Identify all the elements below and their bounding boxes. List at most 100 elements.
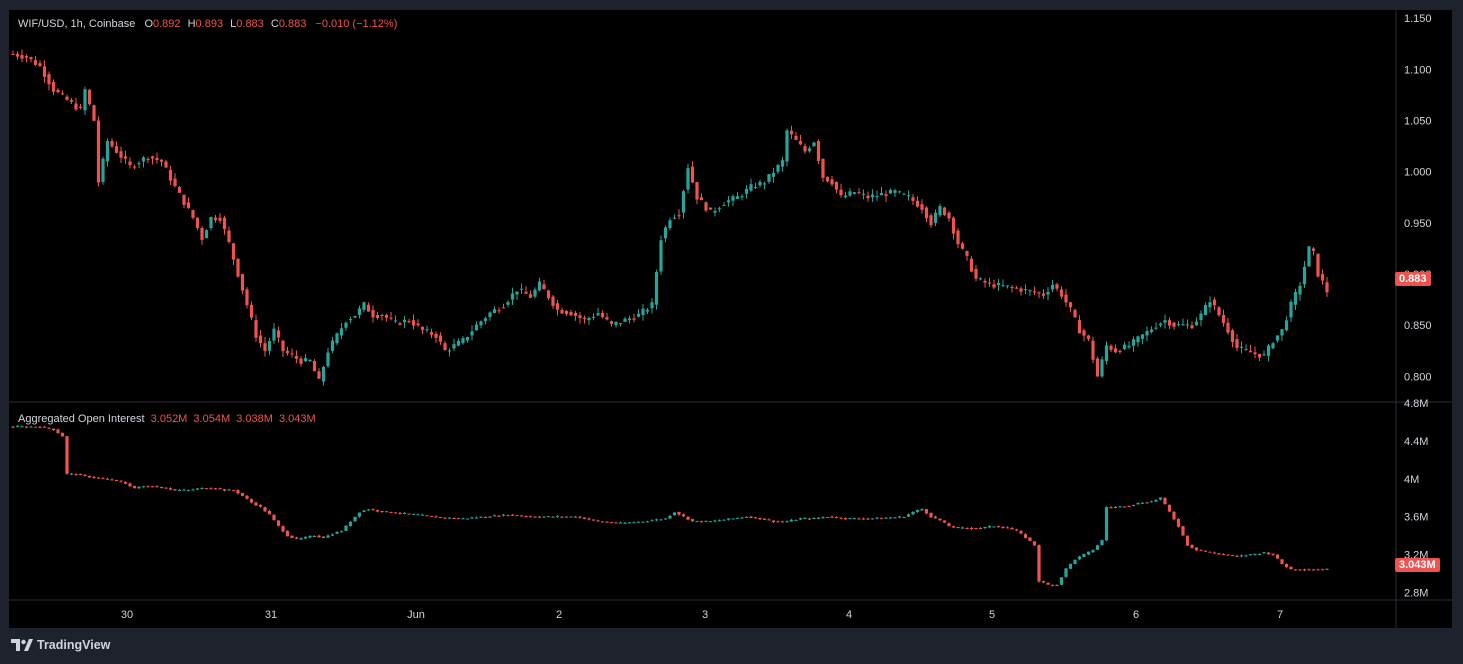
price-candle-body	[119, 151, 123, 158]
oi-candle-body	[695, 520, 699, 522]
oi-candle-body	[1194, 547, 1199, 551]
price-candle-body	[983, 280, 987, 283]
oi-candle-body	[632, 522, 636, 524]
oi-candle-body	[713, 520, 717, 522]
oi-indicator-name[interactable]: Aggregated Open Interest	[18, 413, 145, 425]
price-candle-body	[1014, 287, 1019, 289]
oi-candle-body	[51, 428, 56, 431]
price-candle-body	[1230, 330, 1235, 343]
oi-last-tag: 3.043M	[1395, 558, 1440, 572]
price-candle-body	[533, 289, 537, 297]
price-candle-body	[24, 56, 29, 58]
price-candle-body	[195, 217, 200, 229]
oi-candle-body	[591, 519, 596, 521]
oi-candle-body	[600, 521, 605, 523]
price-candle-body	[924, 207, 929, 219]
oi-candle-body	[1077, 556, 1082, 560]
price-candle-body	[519, 288, 524, 290]
price-candle-body	[1226, 322, 1230, 333]
price-candle-body	[353, 316, 357, 318]
open-value: 0.892	[153, 18, 181, 30]
oi-candle-body	[416, 514, 420, 516]
oi-candles	[11, 424, 1329, 587]
oi-candle-body	[951, 526, 956, 528]
open-label: O	[144, 18, 153, 30]
price-candles	[11, 49, 1329, 386]
price-candle-body	[618, 323, 623, 325]
price-candle-body	[843, 195, 848, 198]
price-candle-body	[326, 352, 330, 367]
price-candle-body	[1050, 284, 1055, 290]
oi-candle-body	[560, 516, 564, 518]
price-candle-body	[510, 293, 515, 300]
oi-candle-body	[947, 523, 951, 527]
price-candle-body	[87, 89, 92, 105]
chart-frame[interactable]: 1.1501.1001.0501.0000.9500.9000.8500.800…	[9, 10, 1452, 628]
price-candle-body	[888, 189, 893, 194]
oi-candle-body	[195, 488, 200, 490]
oi-candle-body	[555, 516, 560, 518]
low-value: 0.883	[236, 18, 264, 30]
price-candle-body	[429, 332, 434, 335]
oi-candle-body	[1104, 507, 1109, 541]
price-candle-body	[474, 324, 479, 331]
oi-candle-body	[366, 509, 371, 511]
price-candle-body	[537, 281, 542, 291]
oi-candle-body	[636, 521, 641, 523]
price-y-tick-label: 1.000	[1404, 167, 1432, 179]
oi-candle-body	[506, 515, 510, 517]
oi-candle-body	[213, 488, 218, 490]
oi-candle-body	[564, 516, 569, 518]
oi-candle-body	[501, 514, 506, 516]
oi-candle-body	[924, 509, 929, 514]
oi-candle-body	[1199, 549, 1203, 551]
price-candle-body	[335, 333, 339, 344]
oi-candle-body	[681, 514, 686, 517]
price-candle-body	[807, 148, 812, 152]
price-candle-body	[218, 217, 222, 221]
oi-candle-body	[776, 521, 780, 523]
symbol-label[interactable]: WIF/USD, 1h, Coinbase	[18, 18, 136, 30]
price-candle-body	[1311, 248, 1316, 251]
price-candle-body	[713, 210, 717, 213]
oi-candle-body	[929, 512, 933, 518]
oi-candle-body	[371, 509, 375, 511]
price-candle-body	[578, 315, 582, 318]
oi-candle-body	[1028, 537, 1032, 541]
oi-candle-body	[771, 520, 776, 523]
oi-candle-body	[317, 535, 321, 538]
price-candle-body	[1127, 345, 1131, 348]
oi-candle-body	[425, 515, 429, 517]
oi-candle-body	[1050, 584, 1055, 586]
price-candle-body	[902, 193, 906, 195]
oi-candle-body	[1046, 582, 1050, 585]
price-candle-body	[164, 161, 168, 168]
oi-candle-body	[524, 515, 528, 517]
oi-candle-body	[456, 518, 461, 520]
price-candle-body	[425, 329, 429, 331]
oi-candle-body	[1037, 545, 1041, 582]
price-candle-body	[780, 160, 785, 167]
oi-candle-body	[1136, 503, 1140, 505]
oi-value-3: 3.038M	[236, 413, 273, 425]
price-candle-body	[857, 192, 861, 194]
oi-candle-body	[672, 512, 677, 516]
tradingview-logo[interactable]: TradingView	[11, 638, 110, 652]
oi-candle-body	[1320, 569, 1325, 571]
price-candle-body	[915, 200, 920, 207]
oi-candle-body	[1140, 502, 1145, 504]
price-candle-body	[1302, 266, 1307, 285]
price-candle-body	[312, 361, 317, 372]
oi-candle-body	[128, 483, 132, 487]
price-candle-body	[366, 304, 371, 312]
price-candle-body	[1109, 345, 1113, 350]
price-candle-body	[690, 166, 695, 183]
price-candle-body	[636, 313, 641, 317]
oi-candle-body	[1284, 564, 1289, 568]
price-candle-body	[438, 335, 443, 342]
oi-candle-body	[897, 516, 902, 518]
price-candle-body	[222, 217, 227, 230]
chart-canvas[interactable]: 1.1501.1001.0501.0000.9500.9000.8500.800…	[9, 10, 1452, 628]
price-legend: WIF/USD, 1h, Coinbase O0.892 H0.893 L0.8…	[18, 18, 397, 30]
price-candle-body	[1298, 285, 1302, 295]
